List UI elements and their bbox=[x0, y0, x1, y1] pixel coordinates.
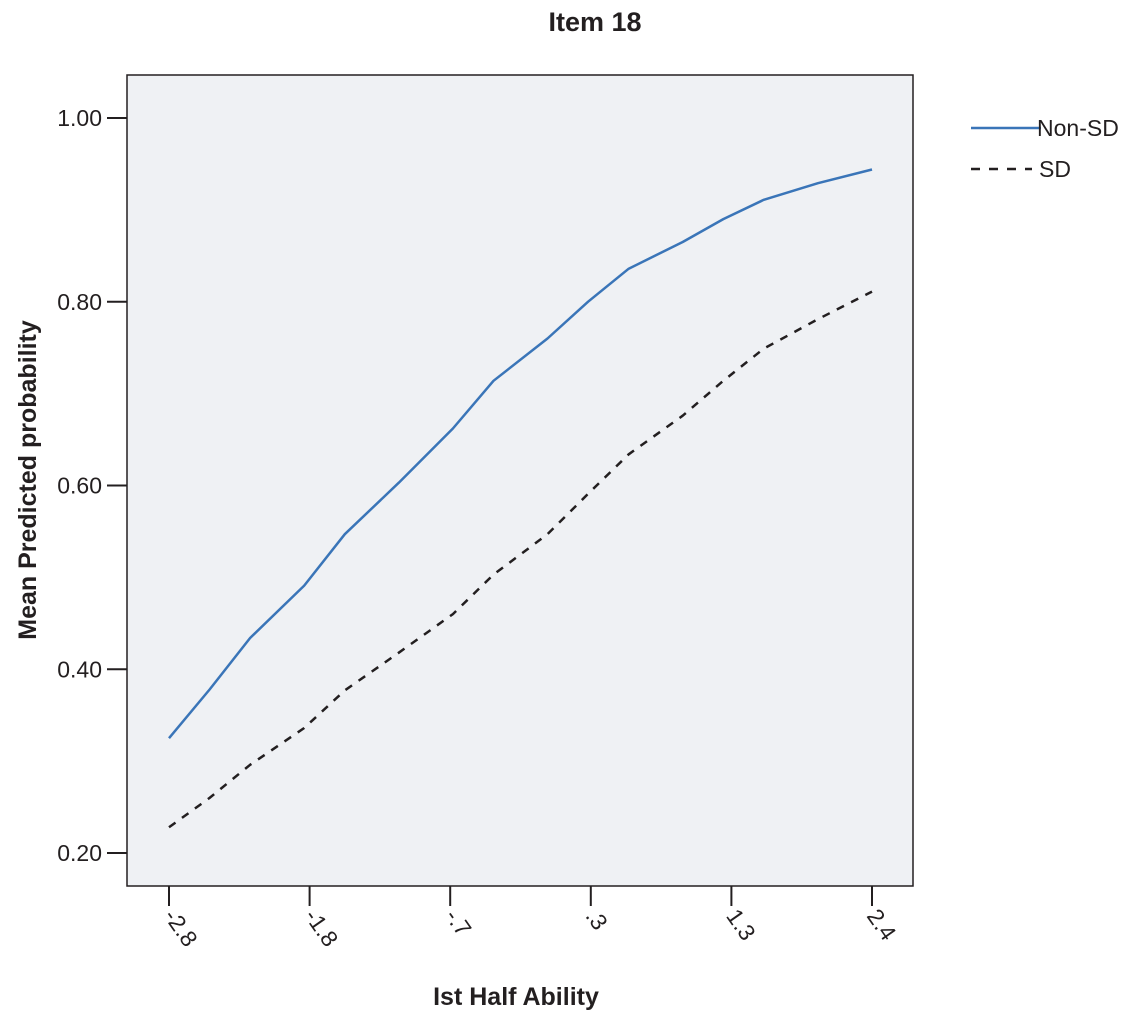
legend-label-non-sd: Non-SD bbox=[1037, 115, 1119, 141]
x-tick-label: .3 bbox=[581, 904, 613, 935]
series-line-non-sd bbox=[168, 168, 873, 740]
chart-title: Item 18 bbox=[548, 7, 641, 37]
plot-area bbox=[126, 74, 914, 887]
y-tick-label: 0.60 bbox=[57, 473, 102, 499]
legend-label-sd: SD bbox=[1039, 156, 1071, 182]
y-tick-label: 1.00 bbox=[57, 105, 102, 131]
y-tick-label: 0.40 bbox=[57, 656, 102, 682]
y-axis: 0.20 0.40 0.60 0.80 1.00 bbox=[57, 105, 127, 866]
x-tick-label: -2.8 bbox=[159, 904, 203, 951]
y-tick-label: 0.20 bbox=[57, 840, 102, 866]
x-axis: -2.8 -1.8 -.7 .3 1.3 2.4 bbox=[159, 886, 902, 951]
y-tick-label: 0.80 bbox=[57, 289, 102, 315]
x-axis-title: Ist Half Ability bbox=[433, 983, 599, 1011]
series-line-sd bbox=[168, 290, 873, 829]
y-axis-title: Mean Predicted probability bbox=[14, 320, 42, 640]
series-layer bbox=[168, 168, 873, 829]
x-tick-label: -.7 bbox=[440, 904, 477, 941]
legend: Non-SD SD bbox=[971, 115, 1119, 182]
x-tick-label: 1.3 bbox=[721, 904, 761, 945]
x-tick-label: 2.4 bbox=[862, 904, 902, 945]
x-tick-label: -1.8 bbox=[300, 904, 344, 951]
